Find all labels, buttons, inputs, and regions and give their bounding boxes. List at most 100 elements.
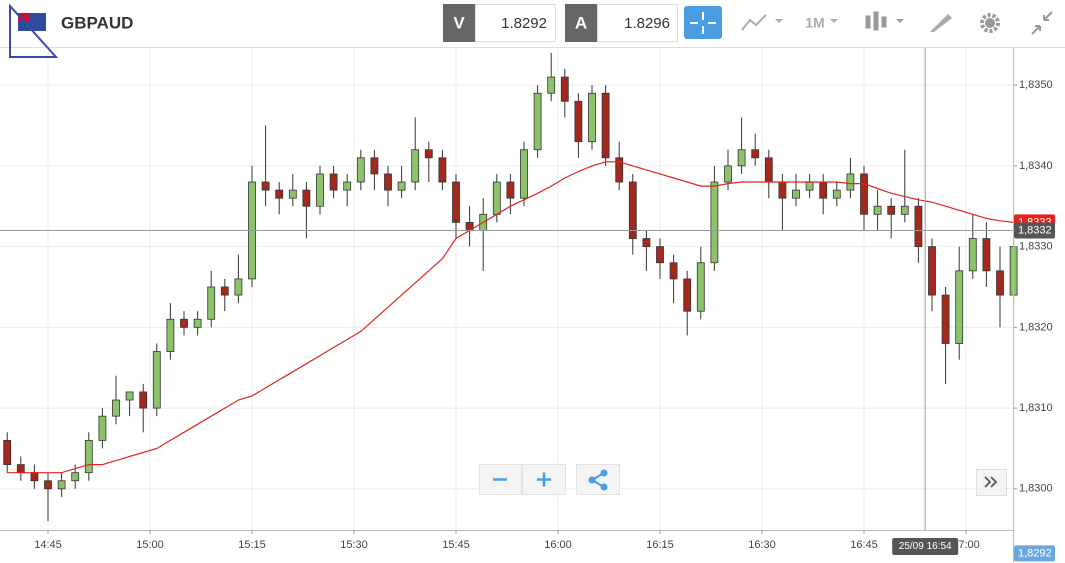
scroll-end-icon bbox=[984, 476, 998, 488]
y-tick-label: 1,8350 bbox=[1019, 79, 1053, 91]
candle-body bbox=[180, 318, 188, 328]
candle-body bbox=[628, 181, 637, 239]
candle-body bbox=[71, 472, 80, 482]
buy-label-box[interactable] bbox=[565, 4, 597, 42]
candle-body bbox=[207, 286, 216, 320]
crosshair-price-box bbox=[1014, 222, 1055, 239]
draw-tool-button[interactable] bbox=[930, 14, 952, 32]
zoom-out-button[interactable] bbox=[479, 464, 522, 495]
candle-body bbox=[615, 157, 624, 183]
crosshair-time-box bbox=[892, 538, 959, 555]
y-tick-label: 1,8310 bbox=[1019, 402, 1053, 414]
candle-body bbox=[832, 189, 841, 199]
candle-body bbox=[275, 189, 284, 199]
candle-body bbox=[98, 415, 107, 441]
x-tick-label: 16:45 bbox=[850, 539, 878, 551]
candle-body bbox=[370, 157, 379, 175]
candle-body bbox=[356, 157, 365, 183]
candle-body bbox=[44, 480, 52, 490]
candle-body bbox=[846, 173, 855, 191]
share-button[interactable] bbox=[576, 464, 620, 495]
plot-area bbox=[0, 48, 1018, 530]
y-tick-label: 1,8300 bbox=[1019, 483, 1053, 495]
candle-body bbox=[751, 149, 760, 159]
candle-body bbox=[125, 391, 134, 401]
candle-body bbox=[193, 318, 202, 328]
zoom-in-icon bbox=[537, 472, 551, 487]
sell-label-box[interactable] bbox=[443, 4, 475, 42]
buy-price: 1.8296 bbox=[624, 15, 670, 32]
candle-body bbox=[955, 270, 964, 344]
candle-body bbox=[220, 286, 229, 296]
buy-label: A bbox=[575, 13, 587, 32]
candle-body bbox=[424, 149, 433, 159]
candle-body bbox=[642, 238, 651, 248]
candle-body bbox=[57, 480, 66, 490]
settings-hub bbox=[985, 18, 995, 28]
sell-price-box[interactable] bbox=[475, 4, 556, 42]
y-tick-label: 1,8340 bbox=[1019, 160, 1053, 172]
x-tick-label: 16:15 bbox=[646, 539, 674, 551]
candle-body bbox=[696, 262, 705, 312]
candle-body bbox=[737, 149, 746, 167]
settings-button[interactable] bbox=[980, 13, 1000, 33]
candle-body bbox=[329, 173, 338, 191]
candle-body bbox=[384, 173, 392, 191]
moving-average-line bbox=[7, 161, 1014, 474]
collapse-button[interactable] bbox=[1031, 11, 1053, 35]
chart-type-button[interactable] bbox=[741, 14, 783, 31]
candle-body bbox=[669, 262, 678, 280]
candle-body bbox=[805, 181, 814, 191]
candle-body bbox=[288, 189, 297, 199]
timeframe[interactable]: 1M bbox=[805, 15, 824, 31]
zoom-controls bbox=[479, 464, 620, 495]
x-tick-label: 15:30 bbox=[340, 539, 368, 551]
candle-body bbox=[588, 92, 596, 143]
candle-body bbox=[3, 439, 12, 466]
candle-style-button[interactable] bbox=[865, 11, 904, 31]
candle-body bbox=[860, 173, 868, 215]
candle-body bbox=[656, 246, 664, 264]
candle-body bbox=[84, 439, 93, 474]
candle-body bbox=[343, 181, 352, 191]
y-tick-label: 1,8330 bbox=[1019, 241, 1053, 253]
candle-body bbox=[873, 205, 882, 215]
x-tick-label: 17:00 bbox=[952, 539, 980, 551]
candle-body bbox=[261, 181, 270, 191]
candle-body bbox=[547, 76, 556, 94]
symbol: GBPAUD bbox=[61, 13, 133, 32]
candle-body bbox=[574, 100, 583, 143]
candle-body bbox=[397, 181, 406, 191]
bid-price-box bbox=[1014, 545, 1055, 562]
x-tick-label: 15:45 bbox=[442, 539, 470, 551]
candle-body bbox=[914, 205, 923, 248]
candle-body bbox=[302, 189, 311, 207]
buy-price-box[interactable] bbox=[597, 4, 678, 42]
candle-body bbox=[166, 318, 175, 352]
logo bbox=[9, 3, 59, 58]
candle-body bbox=[778, 181, 787, 199]
x-tick-label: 15:15 bbox=[238, 539, 266, 551]
candle-body bbox=[438, 157, 447, 183]
scroll-end-button[interactable] bbox=[976, 469, 1007, 496]
candle-body bbox=[764, 157, 773, 183]
timeframe-caret bbox=[830, 19, 838, 23]
x-tick-label: 16:30 bbox=[748, 539, 776, 551]
crosshair-time-label: 25/09 16:54 bbox=[899, 541, 952, 552]
candle-body bbox=[928, 246, 936, 296]
candle-body bbox=[601, 92, 610, 159]
bid-price-label: 1,8292 bbox=[1018, 547, 1052, 559]
crosshair-button[interactable] bbox=[684, 6, 722, 39]
candle-body bbox=[941, 294, 950, 344]
candle-body bbox=[683, 278, 692, 312]
y-tick-label: 1,8320 bbox=[1019, 321, 1053, 333]
candle-body bbox=[533, 92, 542, 151]
candle-body bbox=[452, 181, 460, 223]
candle-body bbox=[112, 399, 120, 417]
candle-body bbox=[411, 149, 420, 183]
candle-body bbox=[560, 76, 569, 102]
share-icon bbox=[588, 469, 608, 491]
candle-body bbox=[792, 189, 800, 199]
candle-body bbox=[819, 181, 828, 199]
